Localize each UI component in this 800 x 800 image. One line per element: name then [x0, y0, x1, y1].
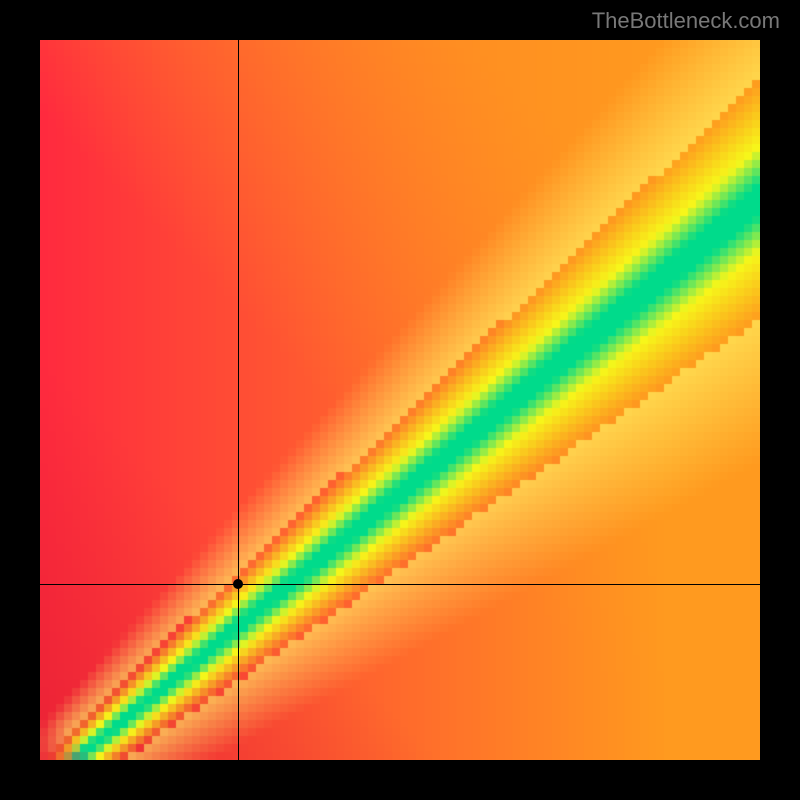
marker-point	[233, 579, 243, 589]
crosshair-horizontal	[40, 584, 760, 585]
heatmap-canvas	[40, 40, 760, 760]
crosshair-vertical	[238, 40, 239, 760]
watermark-text: TheBottleneck.com	[592, 8, 780, 34]
heatmap-plot	[40, 40, 760, 760]
